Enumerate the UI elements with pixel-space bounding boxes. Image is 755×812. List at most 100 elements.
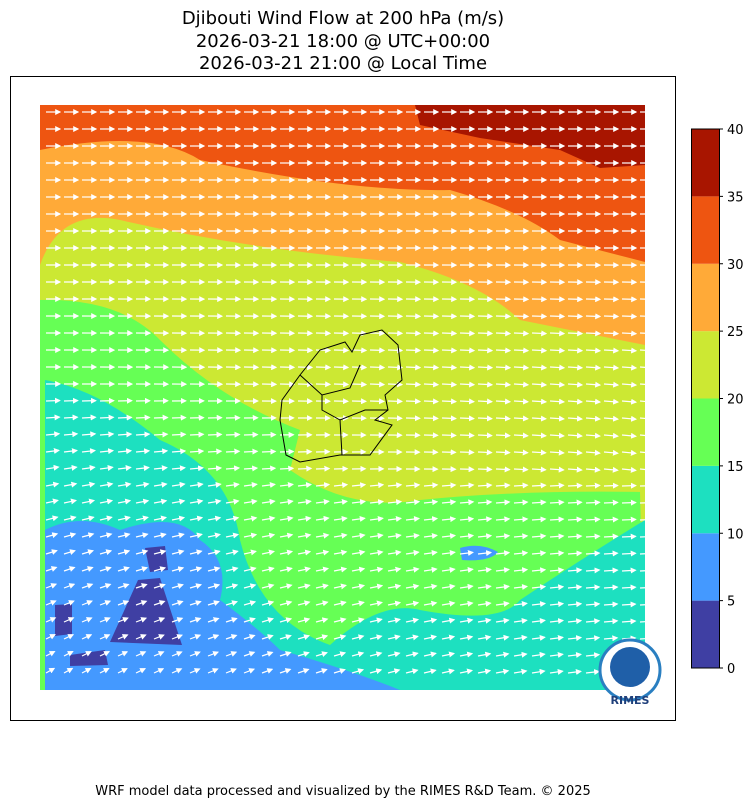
- wind-arrow: [514, 485, 527, 486]
- wind-arrow: [262, 451, 275, 452]
- wind-arrow: [388, 384, 402, 385]
- wind-arrow: [64, 417, 77, 418]
- wind-arrow: [154, 434, 167, 435]
- wind-arrow: [442, 350, 456, 351]
- wind-arrow: [82, 417, 95, 418]
- colorbar-tick-label: 5: [727, 595, 735, 610]
- wind-arrow: [568, 519, 581, 520]
- wind-arrow: [586, 502, 600, 503]
- colorbar-tick-label: 0: [727, 662, 735, 677]
- wind-arrow: [406, 350, 420, 351]
- wind-arrow: [478, 435, 492, 436]
- wind-arrow: [496, 418, 510, 419]
- title-line: 2026-03-21 21:00 @ Local Time: [199, 53, 487, 74]
- colorbar-band: [691, 533, 719, 600]
- wind-arrow: [604, 333, 618, 334]
- wind-arrow: [388, 367, 402, 368]
- title-line: Djibouti Wind Flow at 200 hPa (m/s): [182, 8, 504, 29]
- footer: WRF model data processed and visualized …: [95, 784, 591, 799]
- wind-arrow: [532, 452, 546, 453]
- wind-arrow: [532, 350, 546, 351]
- wind-arrow: [514, 384, 528, 385]
- logo-text: RIMES: [611, 694, 650, 707]
- wind-arrow: [208, 434, 221, 435]
- wind-arrow: [496, 435, 510, 436]
- wind-arrow: [604, 316, 618, 317]
- wind-arrow: [244, 451, 257, 452]
- wind-arrow: [604, 553, 617, 554]
- wind-arrow: [532, 333, 546, 334]
- colorbar-band: [691, 601, 719, 668]
- wind-arrow: [190, 434, 203, 435]
- wind-arrow: [622, 536, 636, 537]
- wind-arrow: [532, 469, 546, 470]
- title-line: 2026-03-21 18:00 @ UTC+00:00: [196, 31, 490, 52]
- wind-arrow: [496, 350, 510, 351]
- wind-arrow: [226, 451, 239, 452]
- wind-arrow: [424, 401, 438, 402]
- wind-arrow: [514, 452, 528, 453]
- wind-arrow: [496, 469, 509, 470]
- colorbar-tick-label: 40: [727, 123, 744, 138]
- colorbar-band: [691, 196, 719, 263]
- wind-arrow: [586, 485, 600, 486]
- wind-arrow: [514, 435, 528, 436]
- wind-arrow: [640, 570, 654, 571]
- colorbar-tick-label: 20: [727, 393, 744, 408]
- colorbar-tick-label: 10: [727, 527, 744, 542]
- wind-arrow: [568, 350, 582, 351]
- wind-arrow: [352, 384, 366, 385]
- wind-arrow: [550, 502, 563, 503]
- colorbar-band: [691, 466, 719, 533]
- colorbar-band: [691, 331, 719, 398]
- wind-arrow: [550, 350, 564, 351]
- wind-arrow: [478, 367, 492, 368]
- wind-arrow: [532, 418, 546, 419]
- logo-globe: [610, 647, 650, 687]
- wind-arrow: [460, 384, 474, 385]
- wind-arrow: [622, 587, 635, 588]
- wind-arrow: [406, 367, 420, 368]
- wind-arrow: [478, 384, 492, 385]
- wind-arrow: [280, 468, 293, 469]
- wind-arrow: [640, 587, 654, 588]
- wind-arrow: [172, 434, 185, 435]
- wind-arrow: [496, 401, 510, 402]
- wind-arrow: [640, 604, 653, 605]
- colorbar-tick-label: 25: [727, 325, 744, 340]
- wind-arrow: [442, 367, 456, 368]
- colorbar-tick-label: 15: [727, 460, 744, 475]
- wind-arrow: [226, 434, 239, 435]
- wind-arrow: [424, 367, 438, 368]
- wind-arrow: [532, 485, 545, 486]
- wind-arrow: [604, 502, 618, 503]
- wind-arrow: [478, 333, 492, 334]
- wind-arrow: [460, 367, 474, 368]
- wind-arrow: [442, 384, 456, 385]
- wind-arrow: [118, 417, 131, 418]
- wind-arrow: [532, 435, 546, 436]
- wind-arrow: [496, 384, 510, 385]
- wind-arrow: [478, 401, 492, 402]
- wind-arrow: [514, 418, 528, 419]
- wind-arrow: [424, 350, 438, 351]
- wind-arrow: [586, 333, 600, 334]
- wind-arrow: [622, 333, 636, 334]
- wind-arrow: [604, 536, 617, 537]
- wind-arrow: [604, 519, 618, 520]
- wind-arrow: [478, 452, 492, 453]
- wind-arrow: [298, 468, 311, 469]
- wind-arrow: [262, 468, 275, 469]
- wind-arrow: [640, 350, 654, 351]
- wind-arrow: [514, 401, 528, 402]
- rimes-logo: RIMES: [600, 640, 660, 707]
- wind-arrow: [514, 469, 528, 470]
- wind-arrow: [154, 417, 167, 418]
- wind-arrow: [622, 502, 636, 503]
- wind-arrow: [442, 418, 456, 419]
- wind-arrow: [532, 367, 546, 368]
- colorbar-tick-label: 30: [727, 258, 744, 273]
- wind-arrow: [460, 350, 474, 351]
- wind-arrow: [514, 367, 528, 368]
